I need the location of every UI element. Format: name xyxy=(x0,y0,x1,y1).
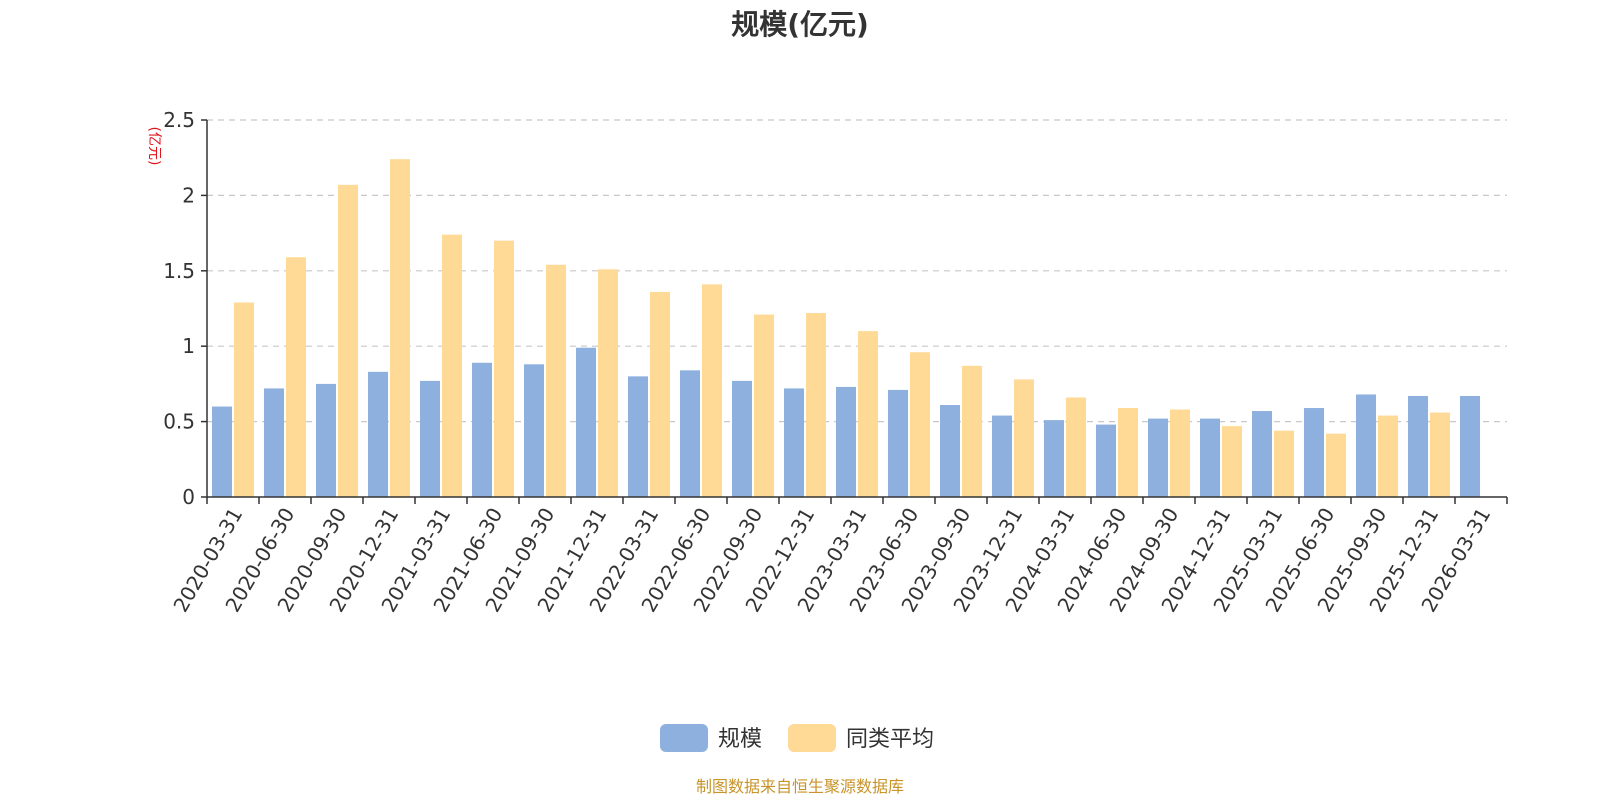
bar-scale xyxy=(316,383,336,497)
bar-scale xyxy=(1304,408,1324,497)
bar-peer-average xyxy=(962,365,982,497)
bar-scale xyxy=(524,364,544,497)
axes: 00.511.522.52020-03-312020-06-302020-09-… xyxy=(163,108,1508,616)
bar-peer-average xyxy=(546,264,566,497)
bar-scale xyxy=(576,347,596,497)
bar-peer-average xyxy=(858,331,878,497)
y-tick-label: 2.5 xyxy=(163,108,195,132)
bar-scale xyxy=(784,388,804,497)
bar-peer-average xyxy=(1274,430,1294,497)
y-tick-label: 1 xyxy=(182,334,195,358)
bar-scale xyxy=(420,380,440,497)
bar-peer-average xyxy=(754,314,774,497)
bar-peer-average xyxy=(442,234,462,497)
bar-peer-average xyxy=(234,302,254,497)
grid-lines xyxy=(207,119,1507,423)
bar-scale xyxy=(1252,411,1272,497)
bar-peer-average xyxy=(702,284,722,497)
bar-peer-average xyxy=(1326,433,1346,497)
bar-scale xyxy=(1096,424,1116,497)
bar-peer-average xyxy=(494,240,514,497)
bar-scale xyxy=(1356,394,1376,497)
bar-scale xyxy=(940,405,960,497)
legend-label: 规模 xyxy=(718,727,762,752)
bar-scale xyxy=(628,376,648,497)
bar-peer-average xyxy=(1430,412,1450,497)
legend-swatch xyxy=(788,724,836,752)
bar-scale xyxy=(212,406,232,497)
bar-scale xyxy=(1460,395,1480,497)
bar-peer-average xyxy=(1378,415,1398,497)
legend: 规模 同类平均 xyxy=(660,724,934,752)
bar-peer-average xyxy=(1014,379,1034,497)
legend-item[interactable]: 规模 xyxy=(660,724,762,752)
y-axis-unit: (亿元) xyxy=(146,127,162,166)
bar-scale xyxy=(264,388,284,497)
bar-scale xyxy=(1044,420,1064,497)
bar-peer-average xyxy=(286,257,306,497)
bar-peer-average xyxy=(338,184,358,497)
bar-peer-average xyxy=(1222,426,1242,497)
legend-label: 同类平均 xyxy=(846,727,934,752)
bar-scale xyxy=(1200,418,1220,497)
chart-title: 规模(亿元) xyxy=(731,8,869,41)
y-tick-label: 1.5 xyxy=(163,259,195,283)
legend-swatch xyxy=(660,724,708,752)
bar-peer-average xyxy=(1170,409,1190,497)
bar-scale xyxy=(1148,418,1168,497)
bar-peer-average xyxy=(1066,397,1086,497)
bar-peer-average xyxy=(390,159,410,497)
bar-scale xyxy=(732,380,752,497)
legend-item[interactable]: 同类平均 xyxy=(788,724,934,752)
bar-peer-average xyxy=(910,352,930,497)
bar-peer-average xyxy=(806,313,826,497)
bar-peer-average xyxy=(598,269,618,497)
bar-scale xyxy=(836,386,856,497)
y-tick-label: 0.5 xyxy=(163,410,195,434)
bar-scale xyxy=(992,415,1012,497)
bar-scale xyxy=(472,362,492,497)
data-source-note: 制图数据来自恒生聚源数据库 xyxy=(696,777,904,796)
bar-peer-average xyxy=(650,291,670,497)
y-tick-label: 0 xyxy=(182,485,195,509)
y-tick-label: 2 xyxy=(182,183,195,207)
bar-peer-average xyxy=(1118,408,1138,497)
bar-scale xyxy=(368,371,388,497)
bars xyxy=(212,159,1480,497)
bar-scale xyxy=(888,389,908,497)
bar-scale xyxy=(680,370,700,497)
bar-scale xyxy=(1408,395,1428,497)
